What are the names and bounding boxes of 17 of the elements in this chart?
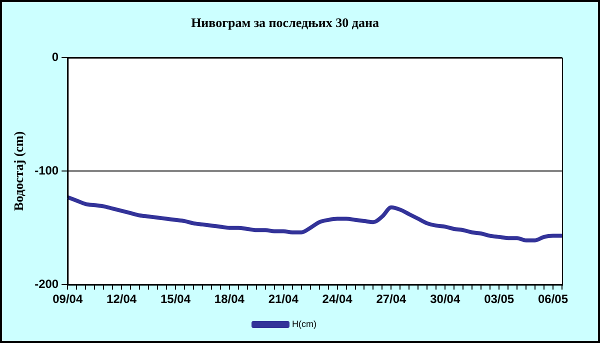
x-tick-label: 15/04 [160,292,191,306]
x-tick-label: 18/04 [214,292,245,306]
legend-label: H(cm) [292,318,317,329]
line-series [66,195,564,242]
x-tick-label: 03/05 [484,292,514,306]
x-tick-label: 27/04 [376,292,407,306]
x-tick-label: 30/04 [430,292,460,306]
chart-title: Нивограм за последњих 30 дана [191,15,380,30]
x-tick-label: 09/04 [52,292,83,306]
y-axis-title: Водостај (cm) [11,131,26,211]
x-tick-label: 06/05 [538,292,568,306]
y-tick-label: -200 [34,276,59,291]
x-tick-label: 21/04 [268,292,299,306]
x-tick-label: 24/04 [322,292,353,306]
y-tick-label: 0 [52,50,59,64]
y-tick-label: -100 [34,163,59,178]
x-tick-label: 12/04 [106,292,137,306]
